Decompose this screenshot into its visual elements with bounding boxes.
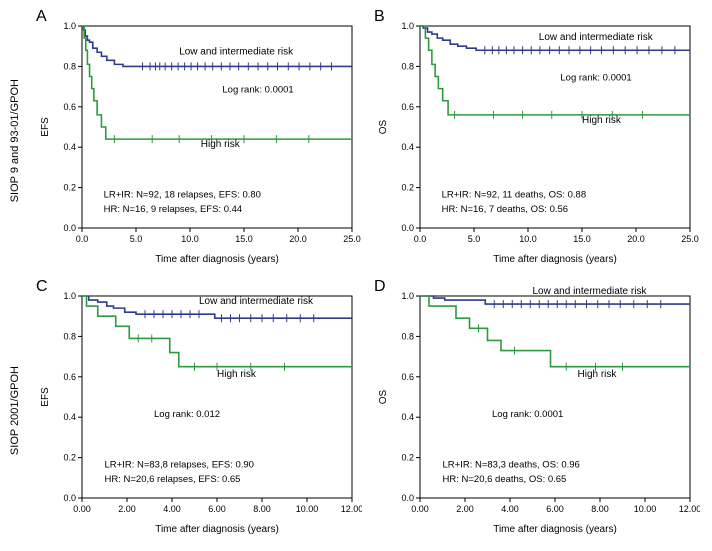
x-tick-label: 12.00 bbox=[679, 504, 700, 514]
panel-letter: B bbox=[374, 8, 385, 26]
y-axis-label: EFS bbox=[40, 117, 51, 137]
x-axis-label: Time after diagnosis (years) bbox=[155, 524, 279, 535]
y-tick-label: 0.2 bbox=[63, 452, 76, 462]
y-tick-label: 1.0 bbox=[401, 291, 414, 301]
y-tick-label: 1.0 bbox=[63, 21, 76, 31]
logrank-text: Log rank: 0.0001 bbox=[560, 73, 631, 84]
y-tick-label: 1.0 bbox=[63, 291, 76, 301]
y-tick-label: 0.0 bbox=[63, 493, 76, 503]
y-tick-label: 0.6 bbox=[401, 371, 414, 381]
x-tick-label: 6.00 bbox=[208, 504, 226, 514]
x-tick-label: 5.0 bbox=[130, 234, 143, 244]
panel-svg: 0.0 0.2 0.4 0.6 0.8 1.0 0.00 2.00 4.00 6.00 8.00 10… bbox=[32, 278, 362, 540]
y-tick-label: 0.4 bbox=[401, 142, 414, 152]
y-tick-label: 0.0 bbox=[401, 223, 414, 233]
y-tick-label: 0.8 bbox=[401, 331, 414, 341]
y-tick-label: 0.2 bbox=[401, 183, 414, 193]
panel-letter: A bbox=[36, 8, 47, 26]
y-tick-label: 0.6 bbox=[401, 102, 414, 112]
x-tick-label: 10.0 bbox=[181, 234, 199, 244]
y-tick-label: 0.2 bbox=[401, 452, 414, 462]
row-label-text: SIOP 9 and 93-01/GPOH bbox=[9, 79, 21, 202]
x-tick-label: 10.0 bbox=[519, 234, 537, 244]
x-tick-label: 0.00 bbox=[73, 504, 91, 514]
y-tick-label: 0.4 bbox=[63, 142, 76, 152]
x-tick-label: 8.00 bbox=[591, 504, 609, 514]
y-tick-label: 0.0 bbox=[63, 223, 76, 233]
stats-line: LR+IR: N=92, 18 relapses, EFS: 0.80 bbox=[104, 190, 261, 201]
panel-C: C 0.0 0.2 0.4 0.6 0.8 1.0 0.00 2.00 4.00 6.00 8.00 1… bbox=[30, 276, 368, 546]
curve-label-low-ir: Low and intermediate risk bbox=[199, 296, 314, 307]
row-label-text: SIOP 2001/GPOH bbox=[9, 366, 21, 455]
x-tick-label: 6.00 bbox=[546, 504, 564, 514]
y-tick-label: 0.6 bbox=[63, 102, 76, 112]
x-tick-label: 15.0 bbox=[573, 234, 591, 244]
curve-label-low-ir: Low and intermediate risk bbox=[539, 32, 654, 43]
y-tick-label: 0.8 bbox=[63, 61, 76, 71]
y-tick-label: 0.8 bbox=[401, 61, 414, 71]
y-axis-label: OS bbox=[378, 389, 389, 404]
x-tick-label: 15.0 bbox=[235, 234, 253, 244]
x-tick-label: 2.00 bbox=[456, 504, 474, 514]
logrank-text: Log rank: 0.012 bbox=[154, 409, 220, 420]
km-curve-hr bbox=[420, 296, 690, 367]
panel-D: D 0.0 0.2 0.4 0.6 0.8 1.0 0.00 2.00 4.00 6.00 8.00 1… bbox=[368, 276, 706, 546]
x-tick-label: 0.0 bbox=[76, 234, 89, 244]
curve-label-hr: High risk bbox=[578, 368, 618, 379]
x-axis-label: Time after diagnosis (years) bbox=[155, 254, 279, 265]
y-axis-label: OS bbox=[378, 119, 389, 134]
x-tick-label: 25.0 bbox=[343, 234, 361, 244]
x-tick-label: 2.00 bbox=[118, 504, 136, 514]
x-tick-label: 4.00 bbox=[501, 504, 519, 514]
y-tick-label: 0.2 bbox=[63, 183, 76, 193]
curve-label-low-ir: Low and intermediate risk bbox=[179, 46, 294, 57]
curve-label-low-ir: Low and intermediate risk bbox=[533, 285, 648, 296]
stats-line: HR: N=20,6 deaths, OS: 0.65 bbox=[443, 473, 567, 484]
x-tick-label: 0.0 bbox=[414, 234, 427, 244]
logrank-text: Log rank: 0.0001 bbox=[492, 409, 563, 420]
curve-label-hr: High risk bbox=[582, 115, 622, 126]
logrank-text: Log rank: 0.0001 bbox=[222, 85, 293, 96]
x-tick-label: 4.00 bbox=[163, 504, 181, 514]
y-tick-label: 0.0 bbox=[401, 493, 414, 503]
x-tick-label: 20.0 bbox=[289, 234, 307, 244]
y-tick-label: 0.6 bbox=[63, 371, 76, 381]
y-tick-label: 0.4 bbox=[401, 412, 414, 422]
y-axis-label: EFS bbox=[40, 386, 51, 406]
panel-A: A 0.0 0.2 0.4 0.6 0.8 1.0 0.0 5.0 10.0 15.0 20.0 25.… bbox=[30, 6, 368, 276]
panel-svg: 0.0 0.2 0.4 0.6 0.8 1.0 0.00 2.00 4.00 6.00 8.00 10… bbox=[370, 278, 700, 540]
km-curve-hr bbox=[82, 26, 352, 139]
x-tick-label: 20.0 bbox=[627, 234, 645, 244]
x-tick-label: 10.00 bbox=[634, 504, 657, 514]
stats-line: HR: N=16, 9 relapses, EFS: 0.44 bbox=[104, 204, 243, 215]
curve-label-hr: High risk bbox=[217, 368, 257, 379]
figure-grid: SIOP 9 and 93-01/GPOHSIOP 2001/GPOHA0.00… bbox=[0, 0, 712, 551]
row-label: SIOP 2001/GPOH bbox=[0, 276, 30, 546]
panel-letter: D bbox=[374, 278, 386, 296]
row-label: SIOP 9 and 93-01/GPOH bbox=[0, 6, 30, 276]
curve-label-hr: High risk bbox=[201, 139, 241, 150]
km-curve-low-ir bbox=[420, 296, 690, 304]
y-tick-label: 0.8 bbox=[63, 331, 76, 341]
stats-line: LR+IR: N=83,3 deaths, OS: 0.96 bbox=[443, 459, 580, 470]
x-tick-label: 10.00 bbox=[296, 504, 319, 514]
stats-line: HR: N=20,6 relapses, EFS: 0.65 bbox=[105, 473, 241, 484]
x-axis-label: Time after diagnosis (years) bbox=[493, 254, 617, 265]
x-tick-label: 8.00 bbox=[253, 504, 271, 514]
x-tick-label: 0.00 bbox=[411, 504, 429, 514]
panel-letter: C bbox=[36, 278, 48, 296]
panel-svg: 0.0 0.2 0.4 0.6 0.8 1.0 0.0 5.0 10.0 15.0 20.0 25.0… bbox=[370, 8, 700, 270]
stats-line: LR+IR: N=83,8 relapses, EFS: 0.90 bbox=[105, 459, 254, 470]
y-tick-label: 1.0 bbox=[401, 21, 414, 31]
x-axis-label: Time after diagnosis (years) bbox=[493, 524, 617, 535]
stats-line: LR+IR: N=92, 11 deaths, OS: 0.88 bbox=[442, 190, 587, 201]
panel-B: B 0.0 0.2 0.4 0.6 0.8 1.0 0.0 5.0 10.0 15.0 20.0 25.… bbox=[368, 6, 706, 276]
x-tick-label: 12.00 bbox=[341, 504, 362, 514]
stats-line: HR: N=16, 7 deaths, OS: 0.56 bbox=[442, 204, 568, 215]
y-tick-label: 0.4 bbox=[63, 412, 76, 422]
panel-svg: 0.0 0.2 0.4 0.6 0.8 1.0 0.0 5.0 10.0 15.0 20.0 25.0… bbox=[32, 8, 362, 270]
x-tick-label: 5.0 bbox=[468, 234, 481, 244]
x-tick-label: 25.0 bbox=[681, 234, 699, 244]
